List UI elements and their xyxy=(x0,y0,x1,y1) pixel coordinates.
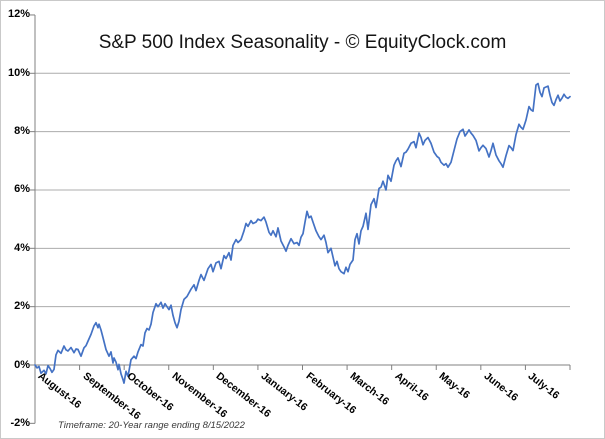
timeframe-note: Timeframe: 20-Year range ending 8/15/202… xyxy=(58,420,245,431)
seasonality-line-series xyxy=(34,82,571,384)
y-axis-label: 12% xyxy=(7,8,30,21)
y-axis-label: 4% xyxy=(14,241,30,254)
y-axis-label: 8% xyxy=(14,125,30,138)
chart-title: S&P 500 Index Seasonality - © EquityCloc… xyxy=(98,32,507,53)
y-axis-label: 10% xyxy=(7,66,30,79)
y-axis-label: 6% xyxy=(14,183,30,196)
y-axis-label: 0% xyxy=(14,358,30,371)
y-axis-label: -2% xyxy=(10,416,30,429)
y-axis-label: 2% xyxy=(14,300,30,313)
